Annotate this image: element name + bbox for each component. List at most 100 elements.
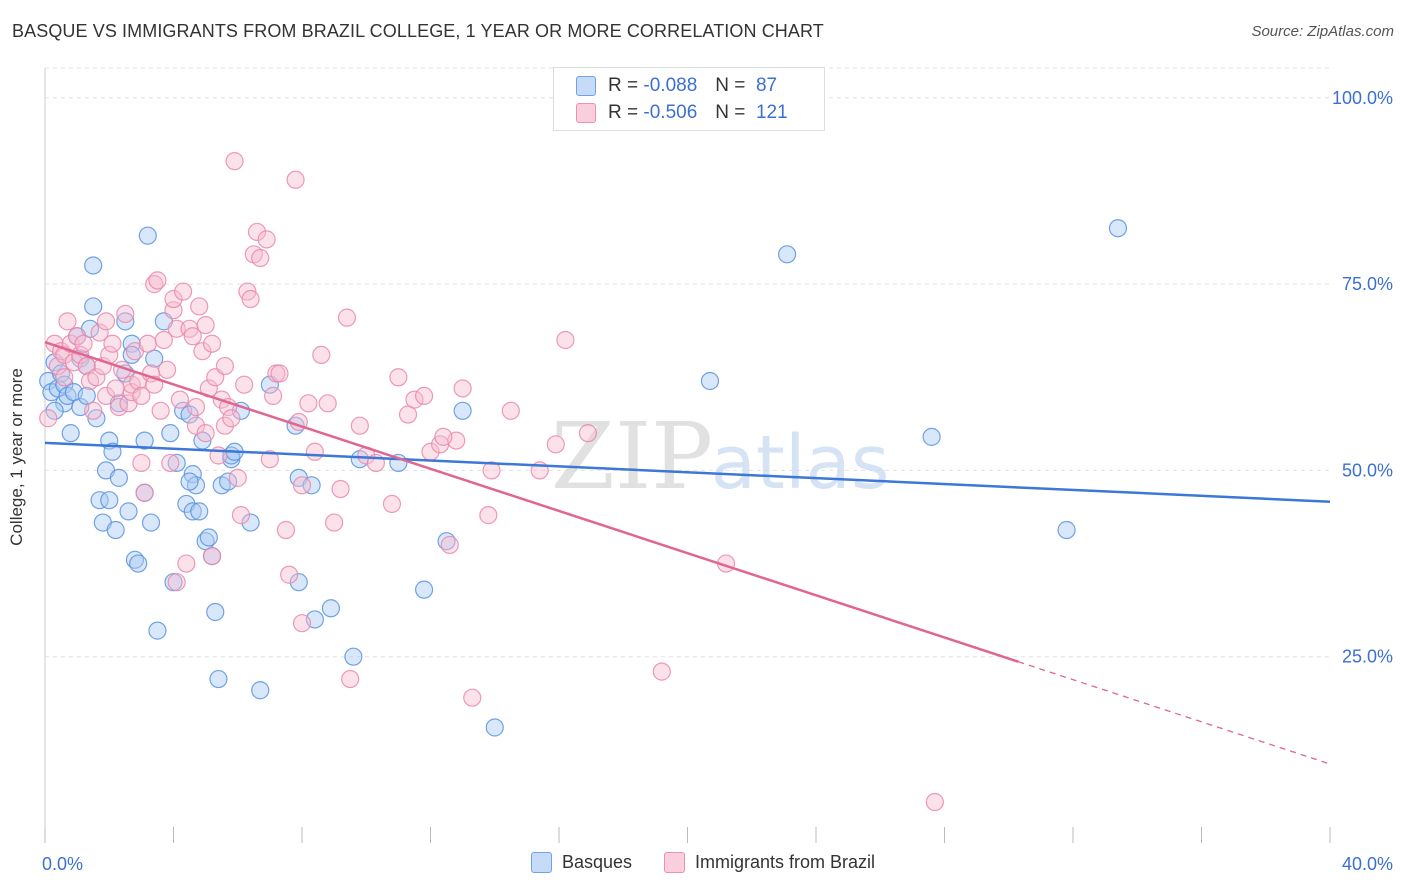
x-tick-labels: 0.0% 40.0% — [42, 854, 1393, 874]
brazil-point — [222, 409, 241, 428]
basques-point — [1057, 520, 1076, 540]
brazil-point — [341, 669, 360, 689]
brazil-point — [405, 390, 424, 409]
brazil-point — [292, 614, 312, 633]
brazil-point — [331, 479, 350, 499]
basques-point — [116, 312, 135, 331]
basques-point — [129, 554, 148, 573]
brazil-point — [202, 334, 222, 353]
y-tick-label: 75.0% — [1342, 274, 1393, 294]
basques-r-value: -0.088 — [643, 75, 698, 96]
basques-point — [1108, 219, 1128, 238]
basques-point — [100, 491, 119, 510]
brazil-point — [132, 386, 151, 405]
axes — [44, 68, 1331, 843]
basques-point — [180, 472, 199, 491]
basques-point — [61, 424, 80, 443]
basques-point — [138, 226, 157, 245]
x-tick-label: 0.0% — [42, 854, 83, 874]
legend-row-basques: R = -0.088 N = 87 — [576, 73, 777, 99]
brazil-point — [501, 401, 520, 420]
legend-item-basques[interactable]: Basques — [530, 852, 632, 873]
brazil-point — [170, 390, 190, 409]
stats-legend: R = -0.088 N = 87 R = -0.506 N = 121 — [553, 67, 825, 131]
basques-point — [485, 718, 504, 737]
brazil-point — [257, 230, 276, 249]
brazil-point — [305, 442, 324, 461]
basques-point — [199, 528, 218, 547]
brazil-point — [453, 379, 472, 398]
brazil-point — [231, 506, 251, 525]
basques-point — [84, 256, 103, 275]
basques-legend-swatch — [530, 852, 552, 873]
brazil-point — [167, 573, 186, 592]
brazil-trend-extension — [1018, 661, 1331, 765]
brazil-point — [292, 476, 312, 495]
brazil-point — [318, 394, 337, 413]
brazil-point — [116, 304, 135, 324]
brazil-point — [382, 494, 402, 514]
legend-item-brazil[interactable]: Immigrants from Brazil — [664, 852, 875, 873]
basques-point — [344, 647, 363, 666]
basques-point — [45, 401, 64, 420]
basques-point — [161, 424, 180, 443]
brazil-point — [106, 379, 125, 398]
brazil-point — [270, 364, 289, 383]
basques-point — [414, 580, 434, 599]
brazil-point — [196, 424, 215, 443]
brazil-point — [652, 662, 671, 681]
brazil-point — [138, 334, 157, 353]
brazil-point — [84, 401, 103, 420]
brazil-point — [325, 513, 344, 532]
brazil-point — [196, 315, 215, 335]
brazil-point — [90, 323, 109, 342]
brazil-point — [167, 319, 186, 338]
brazil-point — [154, 330, 173, 350]
basques-point — [135, 431, 154, 450]
brazil-point — [276, 520, 296, 540]
brazil-point — [132, 453, 151, 473]
brazil-point — [202, 547, 222, 566]
brazil-r-value: -0.506 — [643, 102, 698, 123]
series-legend: Basques Immigrants from Brazil — [0, 852, 1406, 873]
brazil-legend-swatch — [664, 852, 686, 873]
basques-point — [922, 427, 941, 446]
brazil-point — [151, 401, 170, 420]
brazil-point — [164, 289, 183, 309]
basques-point — [90, 491, 109, 510]
brazil-point — [103, 334, 122, 353]
basques-point — [183, 502, 202, 521]
brazil-point — [247, 222, 267, 242]
brazil-point — [215, 416, 234, 435]
basques-point — [206, 602, 225, 622]
brazil-point — [174, 282, 193, 301]
n-label: N = — [715, 75, 746, 96]
basques-point — [103, 442, 122, 461]
r-label: R = — [608, 102, 639, 123]
brazil-point — [109, 397, 128, 417]
basques-point — [55, 375, 74, 394]
x-tick-label: 40.0% — [1342, 854, 1393, 874]
y-tick-labels: 25.0% 50.0% 75.0% 100.0% — [1332, 88, 1393, 667]
brazil-point — [260, 450, 279, 469]
brazil-point — [58, 312, 77, 331]
brazil-point — [578, 424, 598, 443]
basques-point — [302, 476, 321, 495]
basques-n-value: 87 — [755, 75, 778, 96]
basques-point — [321, 599, 341, 618]
brazil-swatch — [576, 103, 596, 123]
brazil-point — [312, 345, 331, 364]
basques-point — [453, 401, 472, 420]
brazil-point — [186, 416, 206, 435]
basques-point — [167, 453, 186, 473]
brazil-point — [135, 483, 154, 502]
basques-point — [190, 502, 209, 521]
brazil-point — [68, 327, 87, 346]
n-label: N = — [715, 102, 746, 123]
r-label: R = — [608, 75, 639, 96]
y-tick-label: 100.0% — [1332, 88, 1393, 108]
basques-point — [141, 513, 161, 532]
basques-point — [289, 573, 308, 592]
brazil-point — [122, 383, 141, 402]
